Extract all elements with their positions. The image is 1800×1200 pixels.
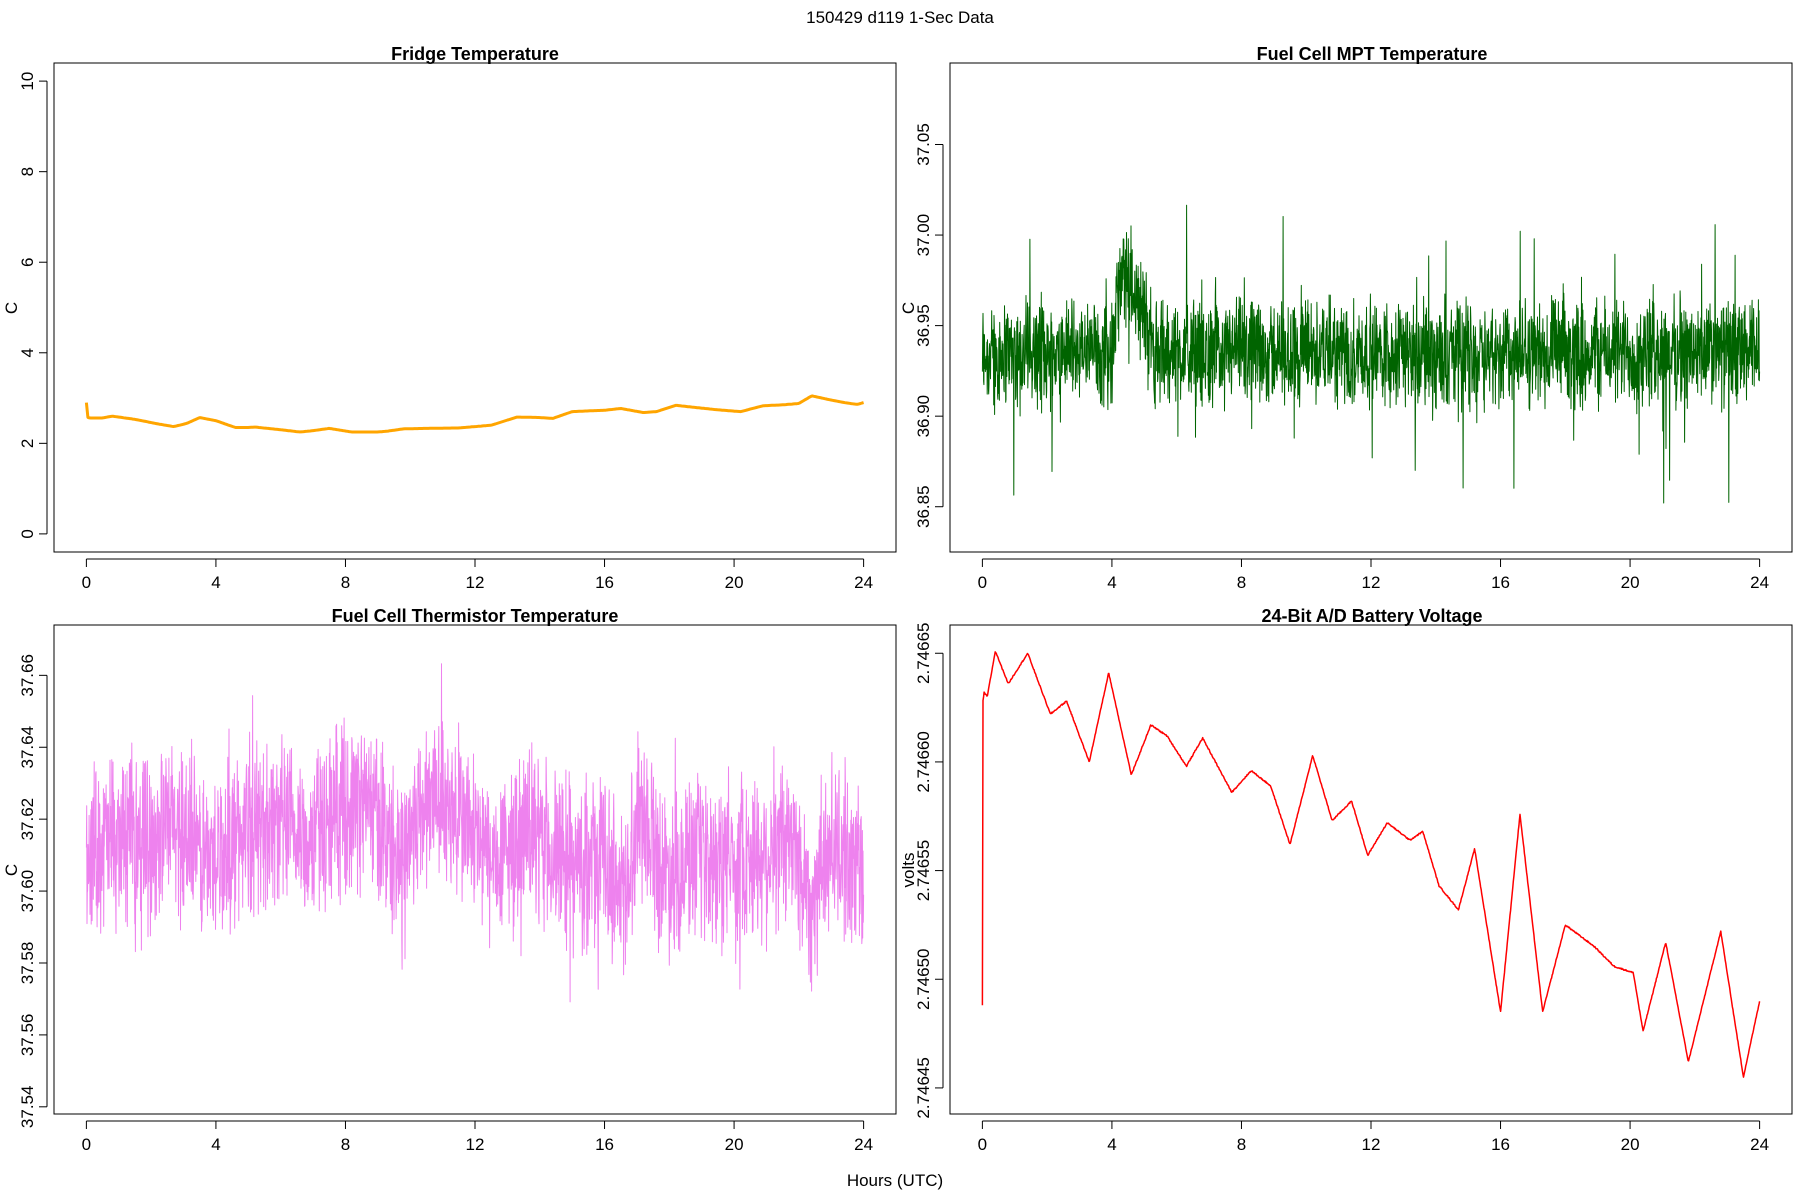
- y-axis-label: C: [899, 302, 918, 314]
- y-tick-label: 36.90: [914, 395, 933, 438]
- x-tick-label: 20: [725, 1135, 744, 1154]
- chart-title: Fuel Cell Thermistor Temperature: [332, 606, 619, 626]
- x-tick-label: 20: [1621, 1135, 1640, 1154]
- y-tick-label: 6: [18, 257, 37, 266]
- plot-frame: [53, 62, 897, 553]
- x-tick-label: 8: [341, 573, 350, 592]
- y-tick-label: 10: [18, 72, 37, 91]
- x-tick-label: 24: [1750, 573, 1769, 592]
- x-tick-label: 12: [466, 573, 485, 592]
- x-tick-label: 24: [1750, 1135, 1769, 1154]
- x-tick-label: 0: [978, 1135, 987, 1154]
- chart-fuel-cell-thermistor-temperature: Fuel Cell Thermistor Temperature C 0 4 8 12…: [2, 606, 897, 1154]
- x-tick-label: 24: [854, 1135, 873, 1154]
- series-line: [85, 663, 865, 1003]
- y-tick-label: 2.74665: [914, 623, 933, 684]
- y-tick-label: 2.74645: [914, 1057, 933, 1118]
- y-tick-label: 37.58: [18, 942, 37, 985]
- y-tick-label: 37.62: [18, 798, 37, 841]
- x-tick-label: 4: [211, 1135, 220, 1154]
- plot-frame: [949, 624, 1793, 1115]
- series-line: [981, 204, 1761, 504]
- y-tick-label: 0: [18, 529, 37, 538]
- series-line: [981, 651, 1761, 1078]
- x-tick-label: 16: [595, 573, 614, 592]
- y-tick-label: 37.64: [18, 726, 37, 769]
- y-tick-label: 37.60: [18, 870, 37, 913]
- y-tick-label: 36.95: [914, 304, 933, 347]
- x-tick-label: 0: [978, 573, 987, 592]
- chart-title: Fuel Cell MPT Temperature: [1257, 44, 1488, 64]
- x-tick-label: 12: [1362, 573, 1381, 592]
- x-tick-label: 20: [1621, 573, 1640, 592]
- chart-battery-voltage: 24-Bit A/D Battery Voltage volts 0 4 8 12 16…: [899, 606, 1793, 1154]
- x-tick-label: 16: [1491, 573, 1510, 592]
- chart-title: Fridge Temperature: [391, 44, 559, 64]
- y-tick-label: 37.66: [18, 654, 37, 697]
- figure-main-title: 150429 d119 1-Sec Data: [806, 8, 994, 27]
- chart-title: 24-Bit A/D Battery Voltage: [1261, 606, 1482, 626]
- y-tick-label: 2: [18, 439, 37, 448]
- y-tick-label: 37.54: [18, 1086, 37, 1129]
- y-tick-label: 4: [18, 348, 37, 357]
- x-tick-label: 8: [341, 1135, 350, 1154]
- y-tick-label: 2.74660: [914, 731, 933, 792]
- y-tick-label: 37.00: [914, 214, 933, 257]
- y-tick-label: 2.74650: [914, 949, 933, 1010]
- shared-x-axis-label: Hours (UTC): [847, 1171, 943, 1190]
- y-tick-label: 36.85: [914, 485, 933, 528]
- y-axis-label: volts: [899, 853, 918, 888]
- y-tick-label: 8: [18, 167, 37, 176]
- y-tick-label: 37.05: [914, 123, 933, 166]
- chart-fuel-cell-mpt-temperature: Fuel Cell MPT Temperature C 0 4 8 12 16 20 24 3…: [899, 44, 1793, 592]
- x-tick-label: 24: [854, 573, 873, 592]
- x-tick-label: 16: [1491, 1135, 1510, 1154]
- x-tick-label: 8: [1237, 573, 1246, 592]
- x-tick-label: 4: [211, 573, 220, 592]
- x-tick-label: 12: [466, 1135, 485, 1154]
- series-line: [84, 394, 864, 434]
- y-tick-label: 2.74655: [914, 840, 933, 901]
- y-axis-label: C: [2, 302, 21, 314]
- y-tick-label: 37.56: [18, 1014, 37, 1057]
- y-axis-label: C: [2, 864, 21, 876]
- x-tick-label: 0: [82, 573, 91, 592]
- x-tick-label: 16: [595, 1135, 614, 1154]
- x-tick-label: 8: [1237, 1135, 1246, 1154]
- x-tick-label: 20: [725, 573, 744, 592]
- x-tick-label: 0: [82, 1135, 91, 1154]
- plot-frame: [949, 62, 1793, 553]
- x-tick-label: 4: [1107, 573, 1116, 592]
- x-tick-label: 4: [1107, 1135, 1116, 1154]
- x-tick-label: 12: [1362, 1135, 1381, 1154]
- plot-frame: [53, 624, 897, 1115]
